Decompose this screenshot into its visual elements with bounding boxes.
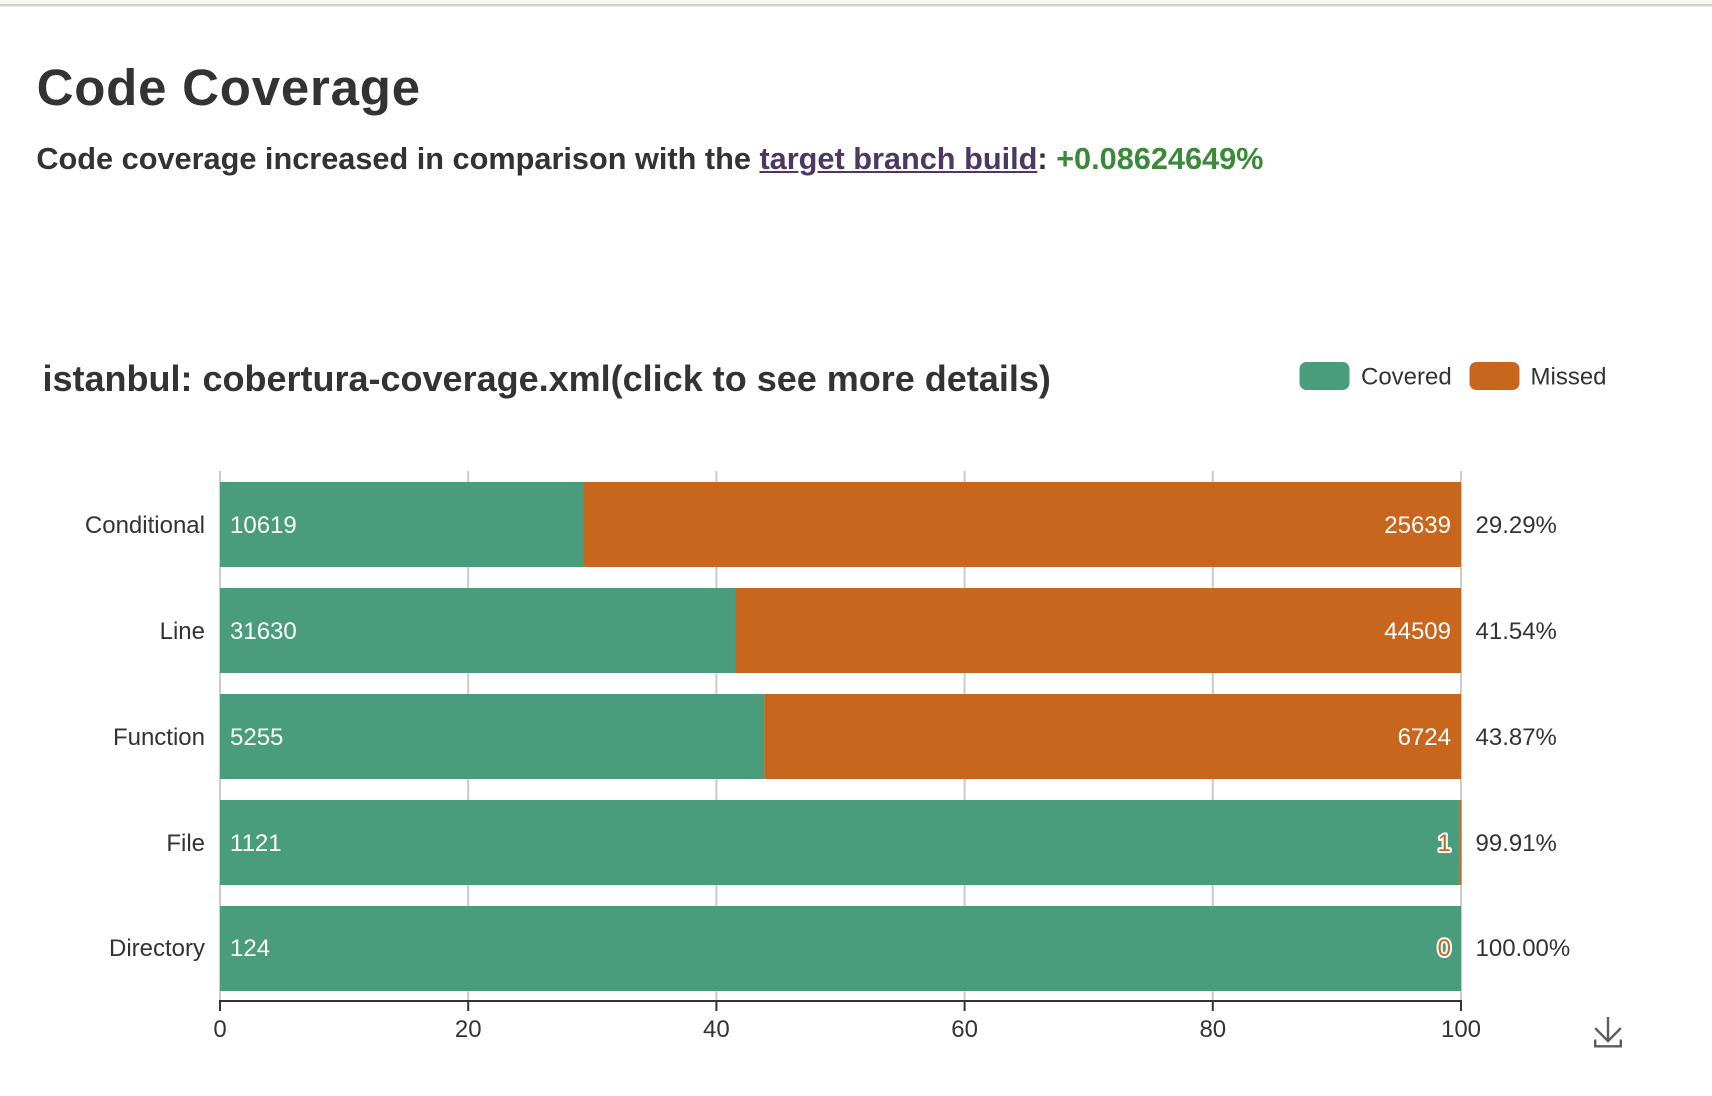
svg-text:20: 20 bbox=[455, 1016, 482, 1043]
svg-text:1121: 1121 bbox=[230, 830, 282, 857]
svg-text:29.29%: 29.29% bbox=[1476, 512, 1557, 539]
svg-text:100: 100 bbox=[1441, 1016, 1481, 1043]
svg-text:6724: 6724 bbox=[1398, 724, 1451, 751]
svg-text:25639: 25639 bbox=[1384, 512, 1451, 539]
svg-text:31630: 31630 bbox=[230, 618, 297, 645]
svg-text:41.54%: 41.54% bbox=[1476, 618, 1557, 645]
svg-text:80: 80 bbox=[1199, 1016, 1226, 1043]
svg-text:Conditional: Conditional bbox=[85, 512, 205, 539]
svg-text:44509: 44509 bbox=[1384, 618, 1451, 645]
svg-text:1: 1 bbox=[1438, 830, 1451, 857]
svg-text:Line: Line bbox=[160, 618, 205, 645]
svg-text:124: 124 bbox=[230, 935, 270, 962]
svg-text:99.91%: 99.91% bbox=[1476, 830, 1557, 857]
svg-text:File: File bbox=[166, 830, 205, 857]
svg-text:0: 0 bbox=[213, 1016, 226, 1043]
svg-text:100.00%: 100.00% bbox=[1476, 935, 1571, 962]
svg-text:0: 0 bbox=[1438, 935, 1451, 962]
svg-text:Missed: Missed bbox=[1531, 364, 1607, 391]
svg-text:43.87%: 43.87% bbox=[1476, 724, 1557, 751]
svg-text:Directory: Directory bbox=[109, 935, 205, 962]
svg-text:Covered: Covered bbox=[1361, 364, 1452, 391]
svg-text:Function: Function bbox=[113, 724, 205, 751]
svg-text:60: 60 bbox=[951, 1016, 978, 1043]
svg-text:40: 40 bbox=[703, 1016, 730, 1043]
svg-text:5255: 5255 bbox=[230, 724, 283, 751]
svg-text:10619: 10619 bbox=[230, 512, 297, 539]
svg-text:istanbul: cobertura-coverage.x: istanbul: cobertura-coverage.xml(click t… bbox=[43, 358, 1051, 399]
